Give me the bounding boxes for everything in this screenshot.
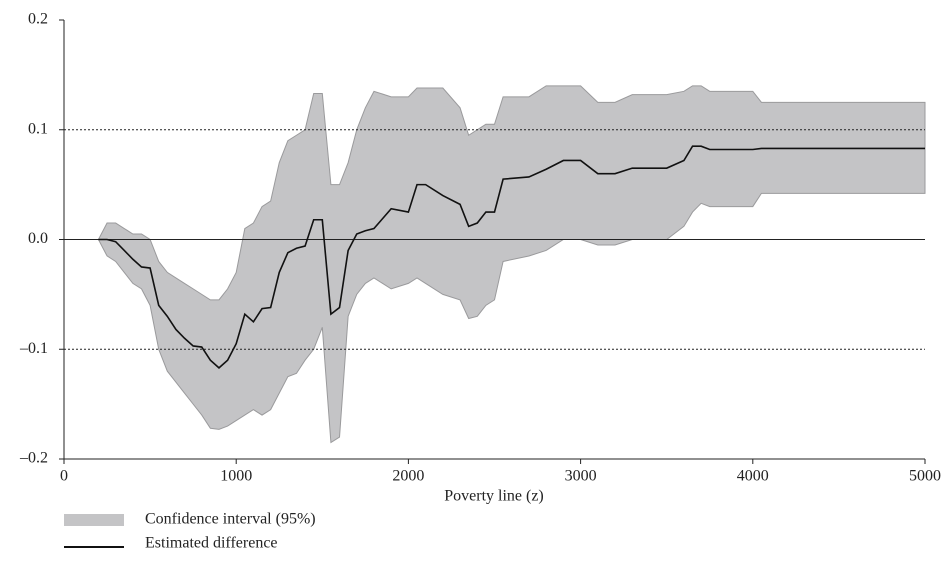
x-tick-label: 4000 bbox=[737, 468, 769, 485]
x-axis-label: Poverty line (z) bbox=[444, 488, 544, 505]
x-tick-label: 5000 bbox=[909, 468, 941, 485]
confidence-band bbox=[97, 85, 926, 444]
estimate-line bbox=[98, 145, 925, 369]
x-tick-label: 3000 bbox=[565, 468, 597, 485]
y-tick-label: 0.1 bbox=[28, 120, 48, 137]
legend-label: Confidence interval (95%) bbox=[145, 511, 316, 528]
y-tick-label: –0.1 bbox=[19, 340, 48, 357]
legend-swatch bbox=[64, 514, 124, 526]
y-tick-label: –0.2 bbox=[19, 450, 48, 467]
y-tick-label: 0.0 bbox=[28, 230, 48, 247]
y-tick-label: 0.2 bbox=[28, 11, 48, 28]
legend-label: Estimated difference bbox=[145, 535, 278, 552]
x-tick-label: 0 bbox=[60, 468, 68, 485]
x-tick-label: 2000 bbox=[392, 468, 424, 485]
x-tick-label: 1000 bbox=[220, 468, 252, 485]
